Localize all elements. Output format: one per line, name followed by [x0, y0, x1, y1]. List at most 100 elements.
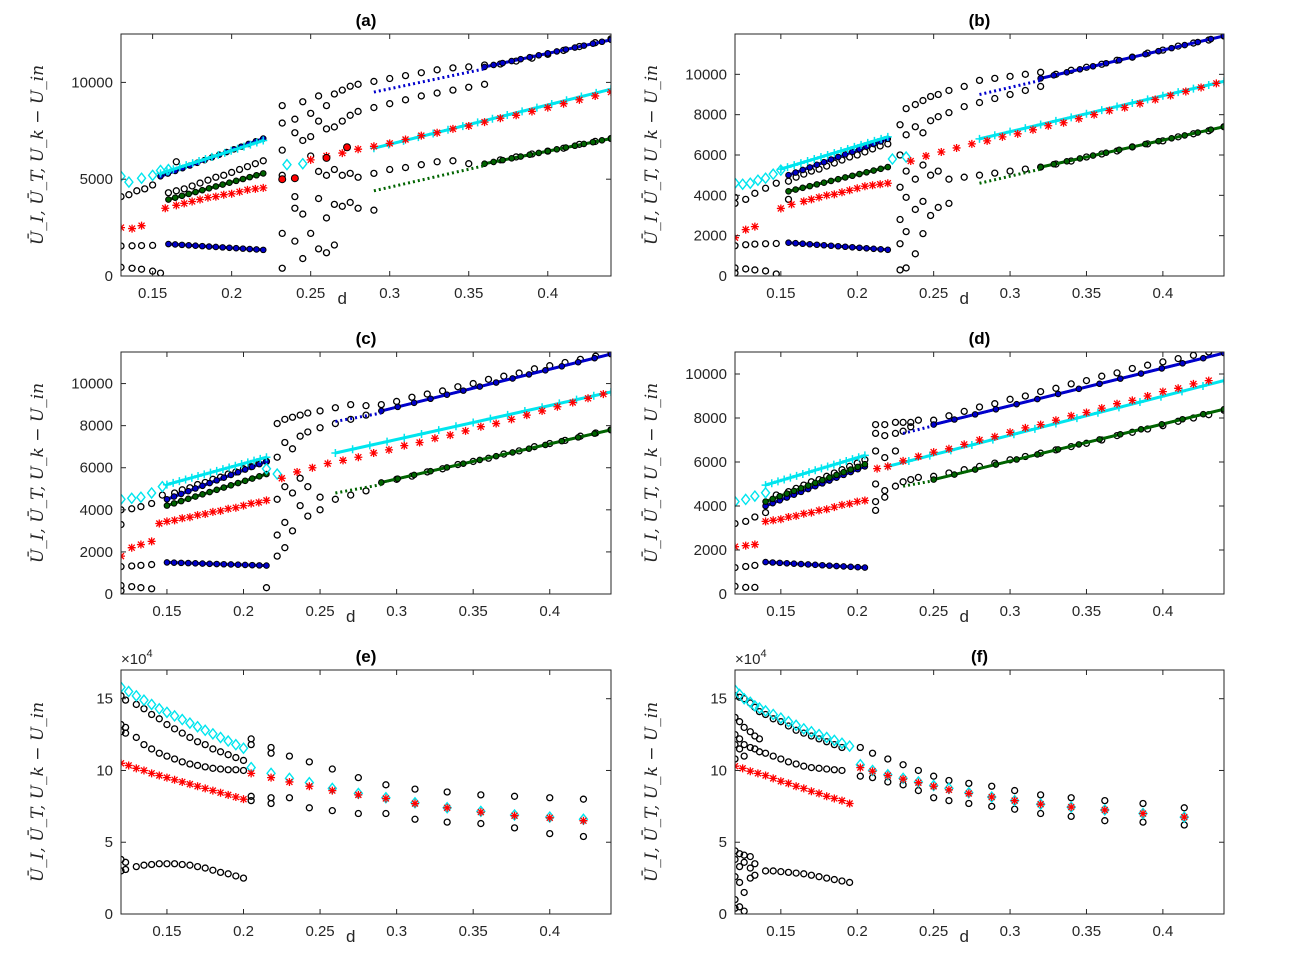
black-circle-point: [386, 165, 394, 174]
black-circle-point: [902, 193, 910, 202]
green-series-marker: [971, 466, 979, 473]
black-circle-point: [243, 162, 252, 171]
x-tick-label: 0.2: [233, 603, 254, 620]
blue-upper-series-marker: [792, 169, 799, 176]
red-star-point: [837, 500, 846, 509]
black-circle-point: [960, 173, 968, 181]
x-tick-label: 0.3: [1000, 923, 1021, 940]
cyan-plus-marker: [883, 132, 892, 141]
black-circle-point: [746, 728, 754, 736]
cyan-diamond-point: [185, 716, 195, 730]
black-circle-point: [881, 486, 889, 495]
blue-upper-series-marker: [427, 395, 434, 403]
black-circle-point: [510, 824, 519, 832]
black-circle-point: [477, 791, 485, 799]
cyan-plus-marker: [767, 479, 776, 488]
black-circle-point: [769, 715, 777, 723]
blue-lower-series-marker: [227, 561, 235, 568]
cyan-plus-marker: [194, 472, 203, 481]
black-circle-point: [1006, 167, 1014, 175]
black-circle-point: [902, 104, 910, 113]
blue-upper-series-marker: [508, 57, 515, 65]
green-series-marker: [930, 476, 937, 483]
green-series-marker: [192, 493, 199, 500]
red-star-point: [354, 453, 363, 462]
red-star-point: [792, 782, 801, 791]
cyan-diamond-point: [223, 734, 234, 748]
green-series-marker: [799, 184, 806, 192]
black-circle-point: [281, 544, 289, 552]
red-star-point: [746, 767, 755, 776]
black-circle-point: [386, 100, 394, 108]
black-circle-point: [1082, 376, 1091, 385]
cyan-diamond-point: [1009, 794, 1020, 807]
black-circle-point: [1139, 818, 1147, 826]
cyan-diamond-point: [162, 706, 172, 719]
cyan-diamond-point: [121, 681, 126, 694]
plot-area: [121, 352, 611, 594]
red-star-point: [787, 200, 796, 209]
green-series-marker: [1075, 441, 1083, 448]
red-star-point: [464, 121, 473, 130]
cyan-diamond-point: [169, 709, 180, 723]
black-circle-point: [965, 779, 973, 788]
panel-title: (c): [356, 329, 377, 348]
red-star-point: [873, 464, 882, 473]
black-circle-point: [299, 254, 307, 263]
blue-lower-series-marker: [819, 561, 826, 569]
red-star-point: [239, 501, 248, 510]
cyan-diamond-point: [192, 720, 203, 733]
black-circle-point: [125, 191, 133, 199]
cyan-plus-marker: [181, 475, 190, 484]
red-star-point: [799, 509, 808, 518]
green-series-marker: [607, 135, 611, 142]
red-star-point: [385, 139, 394, 148]
axes-box: [120, 669, 612, 915]
blue-upper-series-marker: [256, 460, 263, 468]
y-tick-label: 8000: [80, 418, 113, 435]
black-circle-point: [784, 868, 793, 877]
red-star-point: [193, 782, 202, 791]
black-circle-point: [1036, 68, 1045, 76]
black-circle-point: [735, 730, 739, 739]
red-star-point: [750, 540, 759, 549]
black-circle-point: [934, 203, 942, 212]
red-star-point: [868, 181, 877, 190]
blue-upper-series-marker: [184, 487, 192, 495]
red-star-point: [267, 773, 276, 782]
red-star-point: [512, 111, 521, 120]
green-series-marker: [797, 484, 805, 492]
black-circle-point: [823, 874, 831, 882]
red-star-point: [1074, 114, 1083, 123]
black-circle-point: [838, 877, 846, 885]
green-series-marker: [206, 488, 213, 496]
x-tick-label: 0.4: [1152, 603, 1173, 620]
black-circle-point: [735, 713, 739, 722]
blue-upper-series-marker: [248, 463, 256, 471]
black-circle-point: [546, 829, 554, 838]
x-tick-label: 0.3: [1000, 285, 1021, 302]
black-circle-point: [945, 199, 953, 208]
black-circle-point: [881, 420, 889, 429]
x-tick-label: 0.4: [539, 923, 560, 940]
panel-a: (a) 0.15 0.2 0.25 0.3 0.35 0.4 0 5000 10000 d Ū_I, …: [27, 11, 612, 308]
x-tick-label: 0.2: [847, 603, 868, 620]
red-star-point: [216, 506, 225, 515]
black-circle-point: [945, 796, 953, 805]
red-star-point: [277, 474, 286, 483]
blue-lower-series-marker: [170, 559, 178, 566]
black-circle-point: [896, 266, 904, 274]
red-star-point: [1151, 95, 1160, 104]
cyan-diamond-point: [1066, 800, 1077, 814]
black-circle-point: [178, 860, 186, 869]
green-series-marker: [192, 188, 199, 196]
red-star-point: [753, 769, 762, 778]
y-tick-label: 10000: [71, 376, 113, 393]
red-star-point: [845, 186, 854, 195]
cyan-diamond-point: [735, 683, 740, 697]
black-circle-point: [417, 92, 425, 100]
red-star-point: [170, 516, 179, 525]
red-star-point: [1181, 87, 1190, 96]
y-tick-label: 4000: [694, 187, 727, 204]
blue-lower-series-marker: [783, 559, 791, 567]
